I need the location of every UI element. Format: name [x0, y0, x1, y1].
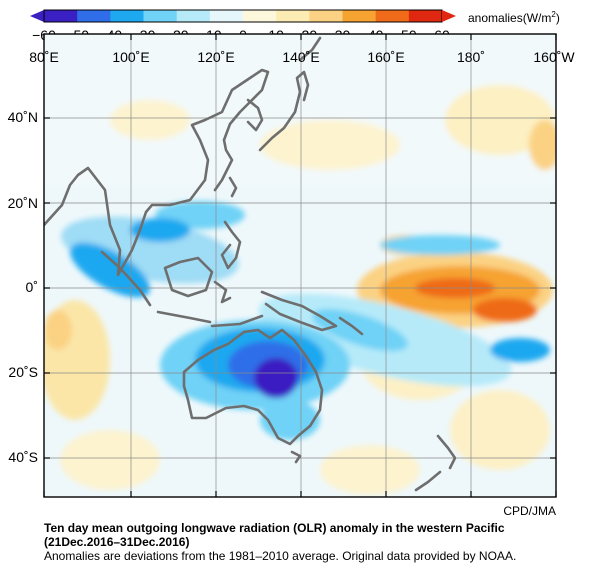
coastline-sumatra — [100, 250, 152, 307]
coastline-sakhalin — [298, 36, 322, 62]
coastline-java — [156, 310, 212, 324]
coastline-sulawesi — [213, 280, 232, 304]
coastline-new-zealand-south — [414, 470, 442, 492]
coastline-philippines — [220, 220, 242, 270]
y-axis-labels: 40˚N 20˚N 0˚ 20˚S 40˚S — [8, 109, 38, 465]
colorbar-right-arrow — [442, 10, 456, 22]
field-pale-yellow-s2 — [450, 390, 550, 470]
y-tick-label: 40˚N — [8, 109, 38, 125]
colorbar-cell — [77, 10, 111, 22]
colorbar-cell — [110, 10, 144, 22]
field-negative-scs — [130, 218, 190, 242]
x-tick-label: 140˚E — [282, 49, 319, 65]
field-yellow-ne — [529, 120, 556, 170]
x-tick-label: 160˚E — [367, 49, 404, 65]
coastline-lesser-sunda — [210, 314, 264, 328]
colorbar-cell — [143, 10, 178, 22]
coastline-tasmania — [290, 450, 302, 464]
colorbar-cell — [408, 10, 443, 22]
colorbar-cell — [44, 10, 78, 22]
field-negative-aus-core — [254, 358, 298, 398]
colorbar-cell — [342, 10, 377, 22]
coastline-new-zealand-north — [436, 434, 457, 470]
coastline-taiwan — [228, 176, 238, 198]
colorbar-cell — [209, 10, 244, 22]
y-tick-label: 20˚S — [8, 364, 38, 380]
colorbar-cell — [276, 10, 310, 22]
field-negative-sumatra — [70, 242, 150, 298]
colorbar-cell — [375, 10, 410, 22]
field-pale-yellow-n3 — [110, 100, 190, 140]
x-tick-label: 120˚E — [197, 49, 234, 65]
coastline-new-guinea — [260, 290, 338, 332]
field-negative-wp-core — [312, 308, 408, 352]
field-pale-yellow-n2 — [445, 85, 555, 155]
coastline-japan — [258, 70, 310, 152]
colorbar-cell — [176, 10, 211, 22]
x-tick-label: 100˚E — [112, 49, 149, 65]
coastline-borneo — [163, 256, 214, 298]
colorbar-cell — [243, 10, 277, 22]
colorbar-unit-label: anomalies(W/m2) — [468, 10, 560, 25]
field-negative-ne — [380, 235, 500, 255]
map-panel: 80˚E 100˚E 120˚E 140˚E 160˚E 180˚ 160˚W … — [8, 33, 575, 518]
field-positive-core2 — [473, 298, 537, 322]
x-tick-label: 80˚E — [29, 49, 59, 65]
caption-title: Ten day mean outgoing longwave radiation… — [44, 521, 505, 535]
y-tick-label: 40˚S — [8, 449, 38, 465]
caption-note: Anomalies are deviations from the 1981–2… — [44, 549, 517, 563]
figure-caption: Ten day mean outgoing longwave radiation… — [44, 521, 596, 563]
credit-label: CPD/JMA — [503, 504, 556, 518]
caption-period: (21Dec.2016–31Dec.2016) — [44, 535, 190, 549]
x-tick-label: 160˚W — [533, 49, 575, 65]
map-frame — [43, 33, 557, 498]
field-negative-east — [490, 338, 550, 362]
coastline-australia — [182, 328, 324, 446]
x-tick-label: 180˚ — [457, 49, 485, 65]
colorbar-cell — [309, 10, 343, 22]
map-frame-ticks — [43, 34, 557, 497]
field-yellow-w — [44, 310, 72, 350]
graticule — [44, 34, 556, 497]
coastline-korea — [246, 98, 264, 132]
y-tick-label: 0˚ — [26, 279, 38, 295]
colorbar-cells — [43, 9, 443, 23]
colorbar-left-arrow — [30, 10, 44, 22]
x-axis-labels: 80˚E 100˚E 120˚E 140˚E 160˚E 180˚ 160˚W — [29, 49, 575, 65]
coastlines — [44, 36, 457, 492]
field-pale-yellow-n1 — [260, 120, 400, 170]
coastline-solomons — [338, 316, 364, 336]
coastline-asia-mainland — [44, 68, 270, 277]
y-tick-label: 20˚N — [8, 195, 38, 211]
field-pale-yellow-sw — [60, 430, 160, 490]
field-pale-yellow-se — [320, 445, 420, 495]
